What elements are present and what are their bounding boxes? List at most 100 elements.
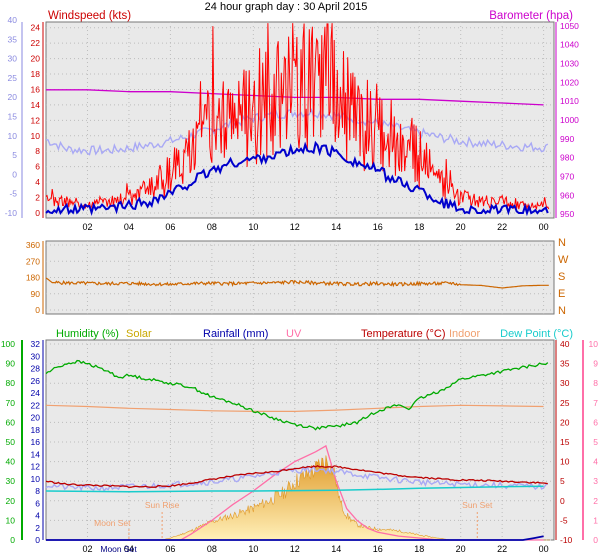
direction-tick-label: 0 — [35, 305, 40, 315]
windspeed-tick-label: 8 — [35, 146, 40, 156]
x-tick-label: 02 — [82, 222, 92, 232]
humidity-tick-label: 50 — [6, 437, 16, 447]
uv-tick-label: 3 — [593, 476, 598, 486]
temperature-tick-label: 0 — [560, 496, 565, 506]
rainfall-tick-label: 32 — [31, 339, 41, 349]
x-tick-label: 06 — [165, 544, 175, 554]
x-tick-label: 16 — [373, 222, 383, 232]
temperature-tick-label: 30 — [560, 378, 570, 388]
x-tick-label: 14 — [331, 544, 341, 554]
direction-tick-label: 360 — [26, 240, 40, 250]
temperature-tick-label: 40 — [560, 339, 570, 349]
direction-tick-label: 270 — [26, 256, 40, 266]
temperature-tick-label: 25 — [560, 398, 570, 408]
barometer-tick-label: 970 — [560, 172, 574, 182]
humidity-tick-label: 20 — [6, 496, 16, 506]
uv-tick-label: 2 — [593, 496, 598, 506]
temperature-tick-label: 5 — [560, 476, 565, 486]
wind-grid — [46, 22, 554, 218]
barometer-axis: 950 960 970 980 990 1000 1010 1020 1030 1040 1050 — [555, 21, 579, 219]
rainfall-tick-label: 16 — [31, 437, 41, 447]
barometer-tick-label: 1040 — [560, 40, 579, 50]
direction-tick-label: 90 — [31, 289, 41, 299]
outer-tick-label: 10 — [8, 131, 18, 141]
x-tick-label: 04 — [124, 544, 134, 554]
windspeed-tick-label: 2 — [35, 193, 40, 203]
x-tick-label: 20 — [456, 544, 466, 554]
direction-tick-label: 180 — [26, 273, 40, 283]
barometer-tick-label: 1030 — [560, 58, 579, 68]
gust-average-line — [45, 108, 549, 156]
x-tick-label: 10 — [248, 544, 258, 554]
temperature-panel: Humidity (%) Solar Rainfall (mm) UV Temp… — [1, 328, 598, 554]
astronomy-annotations: Sun Rise Moon Set Sun Set Moon Set — [94, 500, 493, 554]
uv-tick-label: 10 — [589, 339, 599, 349]
outer-tick-label: 5 — [12, 150, 17, 160]
windspeed-tick-label: 10 — [31, 131, 41, 141]
humidity-tick-label: 80 — [6, 378, 16, 388]
x-tick-label: 16 — [373, 544, 383, 554]
temperature-tick-label: 20 — [560, 417, 570, 427]
rainfall-tick-label: 26 — [31, 376, 41, 386]
humidity-tick-label: 90 — [6, 359, 16, 369]
temperature-axis: -10 -5 0 5 10 15 20 25 30 35 40 — [555, 339, 573, 545]
windspeed-tick-label: 18 — [31, 69, 41, 79]
wind-x-axis: 02 04 06 08 10 12 14 16 18 20 22 00 — [82, 222, 548, 232]
outer-tick-label: 25 — [8, 73, 18, 83]
windspeed-tick-label: 14 — [31, 100, 41, 110]
uv-tick-label: 4 — [593, 457, 598, 467]
outer-tick-label: 35 — [8, 34, 18, 44]
outer-tick-label: -10 — [5, 208, 18, 218]
windspeed-axis-title: Windspeed (kts) — [48, 10, 131, 22]
barometer-tick-label: 1050 — [560, 21, 579, 31]
uv-axis-title: UV — [286, 328, 302, 340]
uv-axis: 0 1 2 3 4 5 6 7 8 9 10 — [582, 339, 599, 545]
x-tick-label: 06 — [165, 222, 175, 232]
wind-barometer-panel: Windspeed (kts) Barometer (hpa) 02468101… — [5, 10, 579, 232]
dewpoint-axis-title: Dew Point (°C) — [500, 328, 573, 340]
rainfall-axis-title: Rainfall (mm) — [203, 328, 268, 340]
rainfall-line — [46, 535, 544, 541]
humidity-axis-title: Humidity (%) — [56, 328, 119, 340]
humidity-tick-label: 40 — [6, 457, 16, 467]
humidity-tick-label: 10 — [6, 515, 16, 525]
outer-tick-label: 20 — [8, 92, 18, 102]
x-tick-label: 12 — [290, 544, 300, 554]
windspeed-tick-label: 6 — [35, 162, 40, 172]
temperature-line — [45, 465, 548, 489]
uv-tick-label: 1 — [593, 515, 598, 525]
temperature-tick-label: -10 — [560, 535, 573, 545]
wind-series — [45, 23, 550, 217]
outer-tick-label: 30 — [8, 54, 18, 64]
x-tick-label: 20 — [456, 222, 466, 232]
indoor-axis-title: Indoor — [449, 328, 481, 340]
temperature-series — [45, 359, 550, 541]
rainfall-tick-label: 18 — [31, 425, 41, 435]
astronomy-label: Moon Set — [94, 518, 131, 528]
dewpoint-line — [45, 485, 544, 493]
x-tick-label: 18 — [414, 544, 424, 554]
rainfall-tick-label: 28 — [31, 364, 41, 374]
uv-tick-label: 0 — [593, 535, 598, 545]
apparent-temp-line — [45, 464, 549, 493]
temperature-tick-label: 15 — [560, 437, 570, 447]
uv-line — [46, 444, 544, 541]
compass-label: S — [558, 271, 565, 283]
compass-label: N — [558, 237, 566, 249]
humidity-tick-label: 100 — [1, 339, 15, 349]
x-tick-label: 02 — [82, 544, 92, 554]
astronomy-label: Sun Rise — [145, 500, 180, 510]
rainfall-tick-label: 0 — [35, 535, 40, 545]
x-tick-label: 08 — [207, 544, 217, 554]
windspeed-tick-label: 12 — [31, 115, 41, 125]
direction-grid — [46, 241, 554, 314]
uv-tick-label: 7 — [593, 398, 598, 408]
humidity-line — [45, 359, 549, 431]
uv-tick-label: 9 — [593, 359, 598, 369]
barometer-tick-label: 960 — [560, 190, 574, 200]
humidity-axis: 0 10 20 30 40 50 60 70 80 90 100 — [1, 339, 23, 545]
temperature-x-axis: 02 04 06 08 10 12 14 16 18 20 22 00 — [82, 544, 548, 554]
barometer-axis-title: Barometer (hpa) — [489, 10, 573, 22]
